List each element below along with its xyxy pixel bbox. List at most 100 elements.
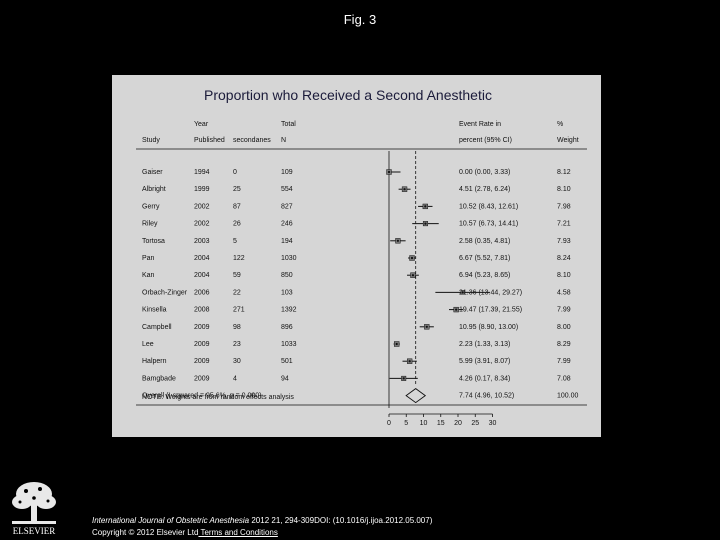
- study-name: Albright: [142, 186, 166, 193]
- study-seconds: 4: [233, 375, 237, 382]
- study-name: Riley: [142, 221, 158, 228]
- study-year: 1999: [194, 186, 210, 193]
- study-name: Pan: [142, 255, 155, 262]
- study-point: [396, 239, 400, 242]
- copyright-line: Copyright © 2012 Elsevier Ltd Terms and …: [92, 528, 278, 537]
- study-point: [408, 360, 411, 363]
- study-total: 1033: [281, 341, 297, 348]
- study-rate-ci: 10.95 (8.90, 13.00): [459, 324, 518, 331]
- study-point: [387, 170, 391, 174]
- study-seconds: 87: [233, 203, 241, 210]
- study-weight: 7.98: [557, 203, 571, 210]
- study-seconds: 26: [233, 221, 241, 228]
- study-weight: 7.99: [557, 358, 571, 365]
- study-rate-ci: 6.67 (5.52, 7.81): [459, 255, 510, 262]
- header-total-2: N: [281, 137, 286, 144]
- study-total: 1392: [281, 307, 297, 314]
- study-seconds: 271: [233, 307, 245, 314]
- study-point: [424, 205, 427, 208]
- header-year-2: Published: [194, 137, 225, 144]
- overall-label: Overall (I-squared = 95.6%, p = 0.000): [142, 393, 261, 400]
- study-rate-ci: 21.36 (13.44, 29.27): [459, 289, 522, 296]
- study-name: Bamgbade: [142, 375, 176, 382]
- x-axis-tick-label: 30: [489, 420, 497, 427]
- study-name: Halpern: [142, 358, 167, 365]
- study-seconds: 30: [233, 358, 241, 365]
- study-rate-ci: 2.23 (1.33, 3.13): [459, 341, 510, 348]
- study-seconds: 25: [233, 186, 241, 193]
- study-total: 896: [281, 324, 293, 331]
- study-year: 2002: [194, 221, 210, 228]
- forest-plot: Proportion who Received a Second Anesthe…: [136, 87, 587, 427]
- citation-details: 2012 21, 294-309DOI: (10.1016/j.ijoa.201…: [249, 516, 433, 525]
- study-name: Campbell: [142, 324, 172, 331]
- study-name: Tortosa: [142, 238, 165, 245]
- study-point: [411, 274, 415, 277]
- study-total: 501: [281, 358, 293, 365]
- study-year: 2004: [194, 272, 210, 279]
- study-rate-ci: 10.52 (8.43, 12.61): [459, 203, 518, 210]
- figure-title: Fig. 3: [343, 12, 377, 27]
- study-weight: 8.29: [557, 341, 571, 348]
- study-weight: 8.24: [557, 255, 571, 262]
- header-year-1: Year: [194, 121, 209, 128]
- overall-diamond: [405, 388, 427, 404]
- forest-plot-panel: Proportion who Received a Second Anesthe…: [112, 75, 601, 437]
- study-name: Orbach-Zinger: [142, 289, 188, 296]
- study-name: Lee: [142, 341, 154, 348]
- study-total: 246: [281, 221, 293, 228]
- x-axis-tick-label: 10: [420, 420, 428, 427]
- study-seconds: 23: [233, 341, 241, 348]
- study-point: [402, 377, 405, 380]
- study-weight: 7.99: [557, 307, 571, 314]
- study-weight: 8.10: [557, 272, 571, 279]
- study-seconds: 59: [233, 272, 241, 279]
- header-study: Study: [142, 137, 160, 144]
- study-rate-ci: 5.99 (3.91, 8.07): [459, 358, 510, 365]
- study-rate-ci: 19.47 (17.39, 21.55): [459, 307, 522, 314]
- study-weight: 8.12: [557, 169, 571, 176]
- weights-note: NOTE: Weights are from random effects an…: [142, 394, 294, 401]
- study-year: 2009: [194, 375, 210, 382]
- x-axis-tick-label: 5: [404, 420, 408, 427]
- study-rate-ci: 10.57 (6.73, 14.41): [459, 221, 518, 228]
- study-total: 850: [281, 272, 293, 279]
- study-total: 109: [281, 169, 293, 176]
- study-name: Gerry: [142, 203, 160, 210]
- chart-title: Proportion who Received a Second Anesthe…: [204, 87, 492, 103]
- study-year: 2009: [194, 341, 210, 348]
- study-point: [410, 256, 414, 260]
- header-weight-2: Weight: [557, 137, 579, 144]
- study-weight: 4.58: [557, 289, 571, 296]
- elsevier-logo: ELSEVIER: [4, 478, 64, 538]
- overall-rate-ci: 7.74 (4.96, 10.52): [459, 393, 514, 400]
- study-rate-ci: 4.51 (2.78, 6.24): [459, 186, 510, 193]
- elsevier-logo-text: ELSEVIER: [13, 526, 56, 536]
- study-year: 2009: [194, 358, 210, 365]
- study-year: 2004: [194, 255, 210, 262]
- study-total: 554: [281, 186, 293, 193]
- study-weight: 7.08: [557, 375, 571, 382]
- study-year: 2008: [194, 307, 210, 314]
- study-seconds: 22: [233, 289, 241, 296]
- x-axis-tick-label: 15: [437, 420, 445, 427]
- study-year: 2009: [194, 324, 210, 331]
- study-rate-ci: 6.94 (5.23, 8.65): [459, 272, 510, 279]
- header-seconds: secondanes: [233, 137, 271, 144]
- study-name: Gaiser: [142, 169, 163, 176]
- study-seconds: 5: [233, 238, 237, 245]
- journal-name: International Journal of Obstetric Anest…: [92, 516, 250, 525]
- study-name: Kinsella: [142, 307, 167, 314]
- study-point: [461, 291, 464, 294]
- study-point: [395, 342, 398, 346]
- study-seconds: 0: [233, 169, 237, 176]
- study-point: [424, 222, 427, 225]
- study-total: 1030: [281, 255, 297, 262]
- study-seconds: 122: [233, 255, 245, 262]
- terms-link[interactable]: Terms and Conditions: [198, 528, 278, 537]
- study-point: [403, 188, 406, 191]
- study-year: 2003: [194, 238, 210, 245]
- study-seconds: 98: [233, 324, 241, 331]
- header-weight-1: %: [557, 121, 563, 128]
- study-total: 103: [281, 289, 293, 296]
